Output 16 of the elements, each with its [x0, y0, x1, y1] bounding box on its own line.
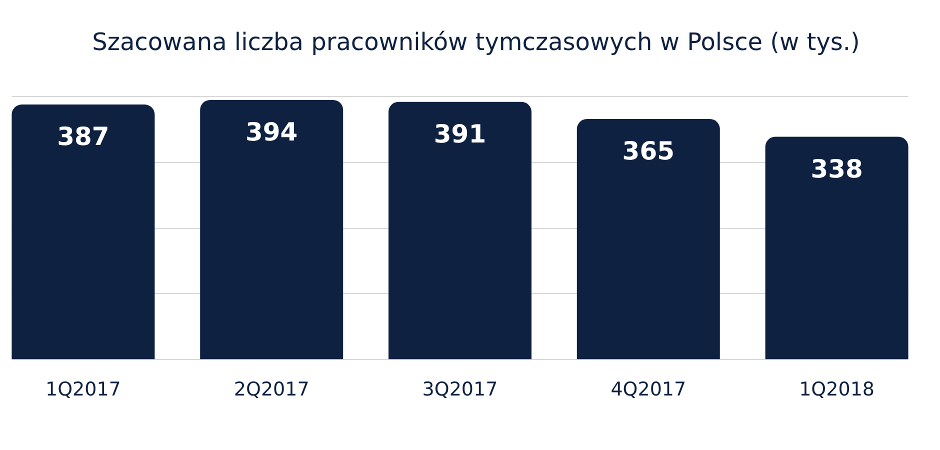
bar: [388, 102, 532, 360]
data-label: 391: [434, 119, 486, 148]
data-label: 365: [622, 136, 674, 166]
bar: [765, 136, 908, 360]
data-label: 338: [810, 154, 863, 184]
chart-title: Szacowana liczba pracowników tymczasowych w Polsce (w tys.): [91, 27, 861, 57]
bar: [200, 100, 344, 360]
data-label: 394: [246, 117, 298, 146]
bar: [576, 119, 720, 360]
x-tick-label: 1Q2017: [45, 378, 121, 401]
x-tick-label: 1Q2018: [799, 378, 875, 401]
data-label: 387: [57, 122, 110, 152]
x-tick-label: 4Q2017: [610, 378, 686, 401]
bar: [12, 104, 155, 360]
x-tick-label: 3Q2017: [422, 378, 498, 401]
x-tick-label: 2Q2017: [234, 378, 310, 401]
